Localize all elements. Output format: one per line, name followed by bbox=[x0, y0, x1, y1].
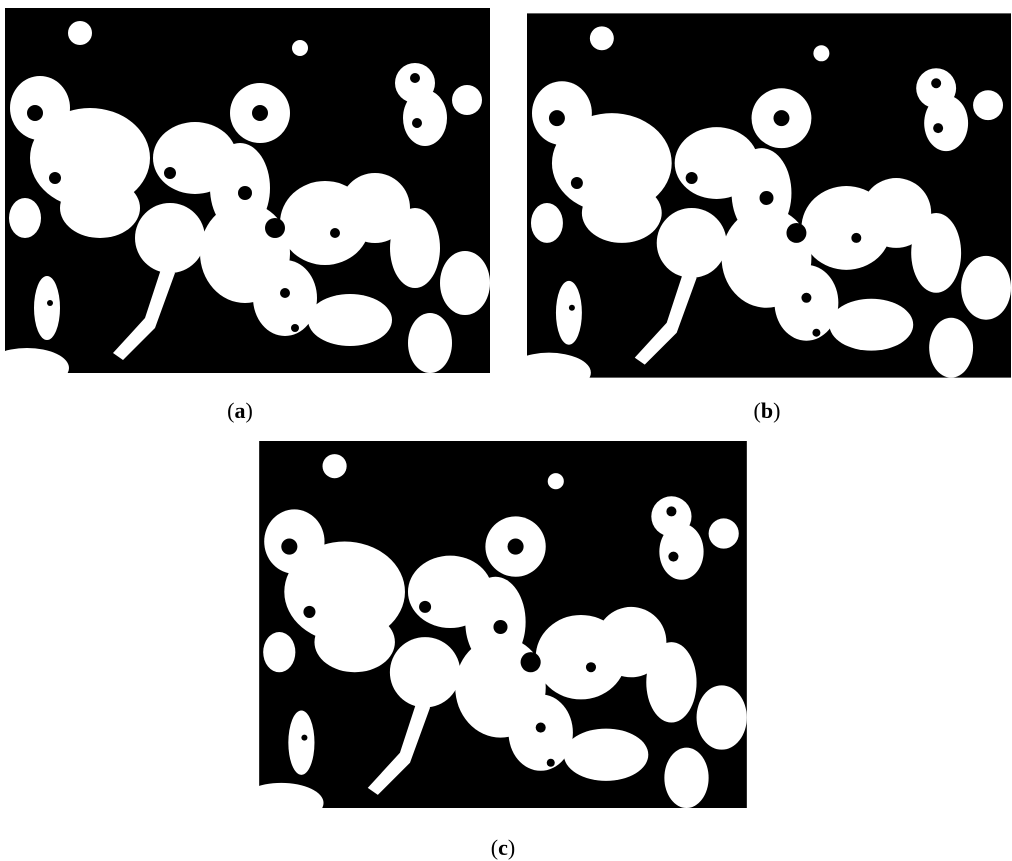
panel-caption: (c) bbox=[473, 835, 533, 861]
caption-close: ) bbox=[246, 398, 253, 423]
caption-letter: a bbox=[235, 398, 246, 423]
panel-caption: (b) bbox=[737, 398, 797, 424]
caption-open: ( bbox=[227, 398, 234, 423]
image-panel-b bbox=[527, 12, 1011, 379]
image-panel-a bbox=[5, 8, 490, 373]
panel-caption: (a) bbox=[210, 398, 270, 424]
figure-page: (a) (b) (c) (() => { const data = JSON.p… bbox=[0, 0, 1012, 861]
caption-open: ( bbox=[754, 398, 761, 423]
caption-close: ) bbox=[773, 398, 780, 423]
caption-open: ( bbox=[491, 835, 498, 860]
caption-letter: c bbox=[498, 835, 508, 860]
caption-letter: b bbox=[761, 398, 773, 423]
image-panel-c bbox=[258, 441, 748, 808]
caption-close: ) bbox=[508, 835, 515, 860]
